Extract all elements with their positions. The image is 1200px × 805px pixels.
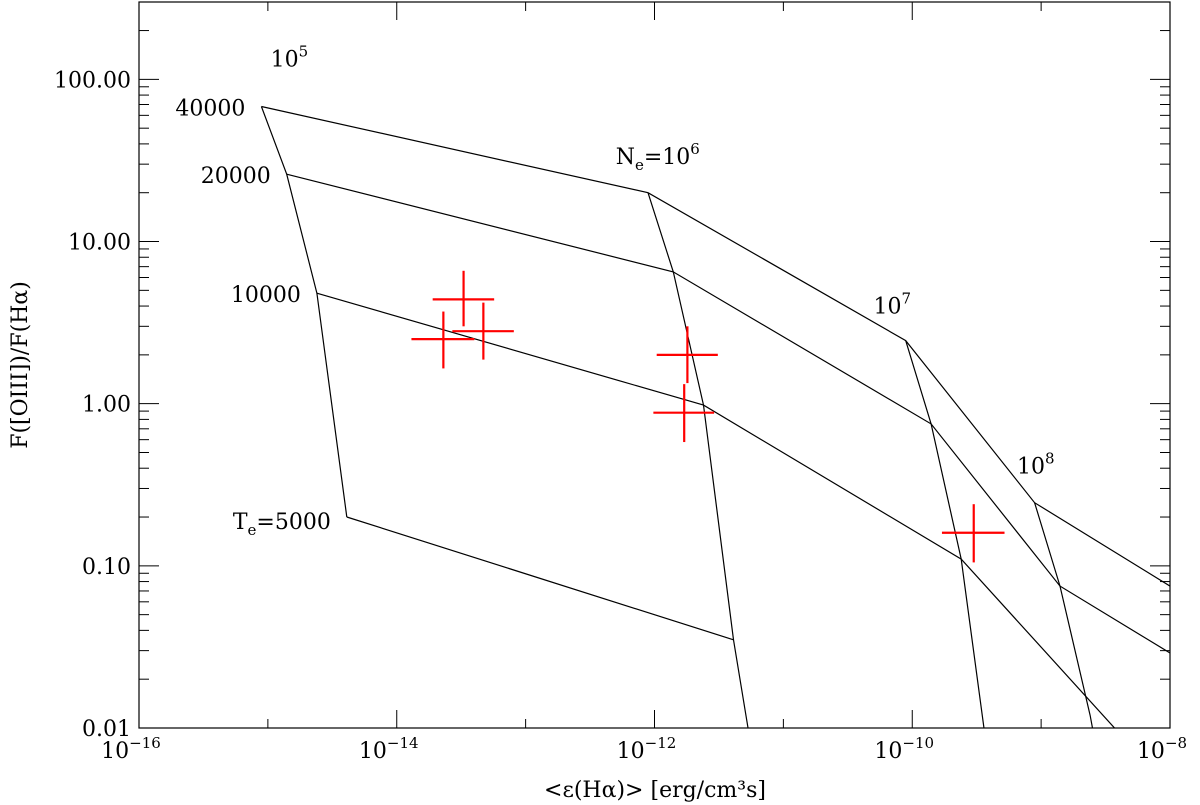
ne-curve-1 (647, 192, 735, 640)
ne-curve-2 (905, 340, 985, 728)
data-point (941, 504, 1005, 563)
data-point (653, 384, 715, 443)
ne-label: Ne=106 (616, 140, 700, 174)
data-point (411, 311, 475, 369)
ne-label: 107 (873, 289, 911, 319)
ne-curve-3 (1034, 502, 1094, 728)
x-tick-label: 10−16 (101, 734, 161, 764)
x-tick-label: 10−8 (1137, 734, 1187, 764)
y-tick-label: 0.10 (82, 555, 131, 580)
te-label: 40000 (175, 97, 245, 122)
y-tick-label: 10.00 (68, 231, 131, 256)
x-tick-label: 10−14 (359, 734, 419, 764)
curve-annotations: 40000 20000 10000 Te=5000 Ne=106 105 107 108 (175, 43, 1054, 539)
x-axis-label: <ε(Hα)> [erg/cm³s] (544, 778, 766, 803)
te-curve-1 (286, 173, 1170, 654)
data-point (452, 302, 514, 360)
data-point (432, 270, 495, 327)
x-tick-label: 10−10 (874, 734, 934, 764)
data-point (656, 326, 718, 384)
y-tick-label: 100.00 (54, 68, 131, 93)
y-tick-label: 1.00 (82, 393, 131, 418)
ne-curve-0 (260, 106, 348, 518)
te-label: Te=5000 (233, 510, 331, 539)
te-label: 10000 (231, 283, 301, 308)
axis-tick-labels: 10−16 10−14 10−12 10−10 10−8 100.00 10.00 1.00 0… (54, 68, 1187, 764)
te-curve-2 (316, 292, 1116, 728)
axis-ticks (138, 1, 1171, 729)
y-tick-label: 0.01 (82, 717, 131, 742)
y-axis-label: F([OIII])/F(Hα) (8, 281, 33, 449)
te-curve-3 (346, 516, 749, 728)
te-label: 20000 (201, 164, 271, 189)
data-points (411, 270, 1005, 563)
te-curve-0 (261, 105, 1170, 587)
model-grid (260, 105, 1170, 728)
ne-label: 108 (1017, 450, 1055, 480)
x-tick-label: 10−12 (617, 734, 677, 764)
ne-label: 105 (271, 43, 309, 73)
